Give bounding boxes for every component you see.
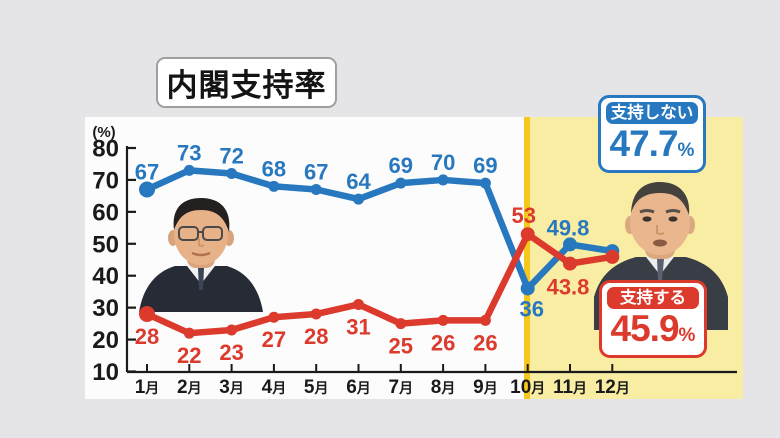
point-value-label: 26: [431, 330, 455, 355]
x-tick-label: 10月: [510, 377, 545, 398]
approve-badge-value: 45.9%: [610, 307, 696, 349]
point-value-label: 69: [473, 153, 497, 178]
percent-sign: %: [677, 139, 695, 161]
approve-badge: 支持する 45.9%: [599, 280, 707, 358]
highlight-band-edge: [524, 117, 530, 399]
point-value-label: 53: [511, 203, 535, 228]
x-tick-label: 11月: [553, 377, 587, 398]
y-tick-label: 40: [92, 263, 119, 290]
x-tick-label: 7月: [389, 377, 414, 398]
disapprove-badge-label: 支持しない: [606, 102, 698, 124]
y-tick-label: 10: [92, 359, 119, 386]
y-axis-unit-label: (%): [92, 124, 115, 141]
point-value-label: 64: [346, 169, 371, 194]
disapprove-badge-value: 47.7%: [609, 122, 695, 164]
disapprove-badge: 支持しない 47.7%: [598, 95, 706, 173]
point-value-label: 28: [304, 324, 328, 349]
y-tick-label: 30: [92, 295, 119, 322]
data-series: 67 73 72 68 67 64 69 70 69 36 49.8 28 22 23 27 28 31 25 26…: [135, 140, 620, 368]
chart-title-text: 内閣支持率: [166, 68, 327, 103]
x-tick-label: 4月: [262, 377, 287, 398]
point-value-label: 49.8: [547, 215, 590, 240]
point-value-label: 43.8: [547, 275, 590, 300]
x-tick-label: 3月: [219, 377, 244, 398]
x-tick-label: 6月: [346, 377, 371, 398]
point-value-label: 73: [177, 140, 201, 165]
point-value-label: 26: [473, 330, 497, 355]
axes: (%) 10 20 30 40 50 60 70 80 1月 2月 3月 4月 5月 6月 7月 8月 9月 10月…: [92, 124, 737, 398]
point-value-label: 28: [135, 324, 159, 349]
approve-badge-label: 支持する: [607, 287, 699, 309]
point-value-label: 36: [519, 296, 543, 321]
y-tick-label: 50: [92, 231, 119, 258]
series-disapprove: 67 73 72 68 67 64 69 70 69 36 49.8: [135, 140, 620, 321]
y-tick-label: 80: [92, 136, 119, 163]
x-tick-label: 9月: [473, 377, 498, 398]
y-tick-label: 60: [92, 199, 119, 226]
point-value-label: 67: [304, 160, 328, 185]
series-approve: 28 22 23 27 28 31 25 26 26 53 43.8: [135, 203, 620, 368]
point-value-label: 31: [346, 314, 370, 339]
y-tick-label: 20: [92, 327, 119, 354]
x-tick-label: 8月: [431, 377, 456, 398]
y-tick-label: 70: [92, 167, 119, 194]
point-value-label: 23: [219, 340, 243, 365]
x-tick-label: 12月: [595, 377, 630, 398]
point-value-label: 70: [431, 150, 455, 175]
x-tick-label: 1月: [135, 377, 160, 398]
percent-sign: %: [678, 324, 696, 346]
point-value-label: 22: [177, 343, 201, 368]
politician-photo-left: [139, 198, 263, 312]
point-value-label: 27: [262, 327, 286, 352]
x-tick-label: 2月: [177, 377, 202, 398]
chart-title-box: 内閣支持率: [156, 57, 337, 108]
point-value-label: 72: [219, 144, 243, 169]
point-value-label: 67: [135, 160, 159, 185]
x-tick-label: 5月: [304, 377, 329, 398]
point-value-label: 25: [389, 334, 413, 359]
point-value-label: 69: [389, 153, 413, 178]
point-value-label: 68: [262, 156, 286, 181]
